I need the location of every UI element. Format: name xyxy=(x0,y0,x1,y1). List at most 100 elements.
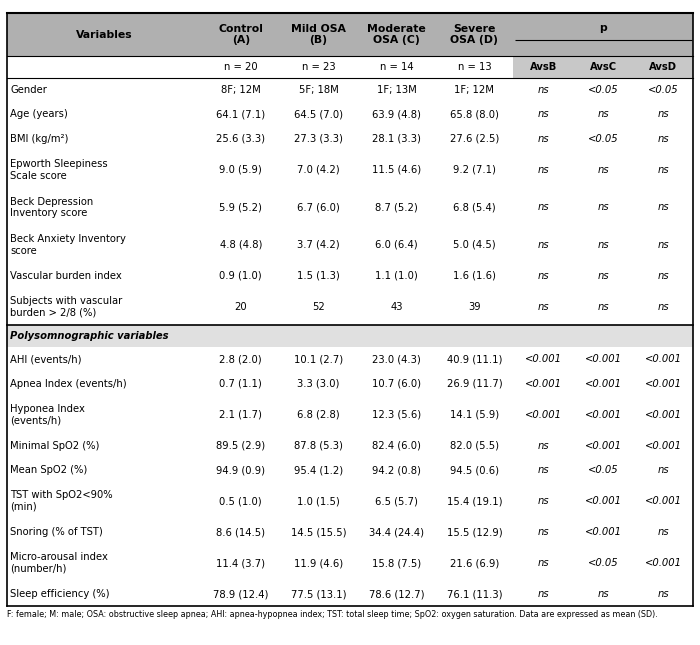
Text: 63.9 (4.8): 63.9 (4.8) xyxy=(372,110,421,119)
Text: 25.6 (3.3): 25.6 (3.3) xyxy=(216,134,265,144)
Text: 14.1 (5.9): 14.1 (5.9) xyxy=(450,410,499,420)
Text: 26.9 (11.7): 26.9 (11.7) xyxy=(447,379,502,389)
Text: 0.9 (1.0): 0.9 (1.0) xyxy=(219,271,262,281)
Text: <0.05: <0.05 xyxy=(588,558,619,568)
Bar xyxy=(7,188,693,226)
Text: 78.9 (12.4): 78.9 (12.4) xyxy=(213,589,268,599)
Text: 15.4 (19.1): 15.4 (19.1) xyxy=(447,496,502,506)
Text: n = 20: n = 20 xyxy=(224,62,258,72)
Text: Snoring (% of TST): Snoring (% of TST) xyxy=(10,527,104,537)
Text: 76.1 (11.3): 76.1 (11.3) xyxy=(447,589,502,599)
Bar xyxy=(7,264,693,288)
Text: Beck Depression
Inventory score: Beck Depression Inventory score xyxy=(10,197,94,218)
Text: ns: ns xyxy=(538,271,549,281)
Text: 52: 52 xyxy=(312,302,325,312)
Text: 5F; 18M: 5F; 18M xyxy=(299,85,339,95)
Text: 11.5 (4.6): 11.5 (4.6) xyxy=(372,165,421,175)
Text: 65.8 (8.0): 65.8 (8.0) xyxy=(450,110,499,119)
Bar xyxy=(7,396,693,433)
Bar xyxy=(7,458,693,482)
Text: ns: ns xyxy=(538,110,549,119)
Text: Micro-arousal index
(number/h): Micro-arousal index (number/h) xyxy=(10,552,109,574)
Text: <0.001: <0.001 xyxy=(645,410,682,420)
Text: <0.001: <0.001 xyxy=(525,410,562,420)
Text: 10.7 (6.0): 10.7 (6.0) xyxy=(372,379,421,389)
Text: ns: ns xyxy=(538,85,549,95)
Text: 28.1 (3.3): 28.1 (3.3) xyxy=(372,134,421,144)
Text: 6.8 (2.8): 6.8 (2.8) xyxy=(298,410,340,420)
Text: <0.001: <0.001 xyxy=(645,558,682,568)
Text: 9.0 (5.9): 9.0 (5.9) xyxy=(219,165,262,175)
Text: 0.7 (1.1): 0.7 (1.1) xyxy=(219,379,262,389)
Text: 6.5 (5.7): 6.5 (5.7) xyxy=(375,496,418,506)
Text: ns: ns xyxy=(597,203,609,212)
Text: Sleep efficiency (%): Sleep efficiency (%) xyxy=(10,589,110,599)
Text: Age (years): Age (years) xyxy=(10,110,69,119)
Text: Minimal SpO2 (%): Minimal SpO2 (%) xyxy=(10,441,100,451)
Text: 40.9 (11.1): 40.9 (11.1) xyxy=(447,354,502,364)
Bar xyxy=(513,56,693,77)
Text: ns: ns xyxy=(657,165,669,175)
Text: Moderate
OSA (C): Moderate OSA (C) xyxy=(368,24,426,45)
Text: 78.6 (12.7): 78.6 (12.7) xyxy=(369,589,424,599)
Text: n = 13: n = 13 xyxy=(458,62,491,72)
Text: 15.8 (7.5): 15.8 (7.5) xyxy=(372,558,421,568)
Text: 1.1 (1.0): 1.1 (1.0) xyxy=(375,271,418,281)
Text: ns: ns xyxy=(657,240,669,250)
Text: 21.6 (6.9): 21.6 (6.9) xyxy=(450,558,499,568)
Text: 82.4 (6.0): 82.4 (6.0) xyxy=(372,441,421,451)
Text: ns: ns xyxy=(657,271,669,281)
Text: Gender: Gender xyxy=(10,85,48,95)
Text: ns: ns xyxy=(657,134,669,144)
Text: 77.5 (13.1): 77.5 (13.1) xyxy=(291,589,346,599)
Text: 23.0 (4.3): 23.0 (4.3) xyxy=(372,354,421,364)
Text: p: p xyxy=(599,23,607,33)
Text: 3.3 (3.0): 3.3 (3.0) xyxy=(298,379,340,389)
Text: n = 23: n = 23 xyxy=(302,62,335,72)
Text: 6.0 (6.4): 6.0 (6.4) xyxy=(375,240,418,250)
Text: ns: ns xyxy=(657,589,669,599)
Text: 9.2 (7.1): 9.2 (7.1) xyxy=(453,165,496,175)
Text: 10.1 (2.7): 10.1 (2.7) xyxy=(294,354,343,364)
Text: BMI (kg/m²): BMI (kg/m²) xyxy=(10,134,69,144)
Bar xyxy=(7,13,693,56)
Text: AvsB: AvsB xyxy=(530,62,557,72)
Text: ns: ns xyxy=(538,527,549,537)
Text: 7.0 (4.2): 7.0 (4.2) xyxy=(298,165,340,175)
Text: Epworth Sleepiness
Scale score: Epworth Sleepiness Scale score xyxy=(10,159,108,181)
Text: ns: ns xyxy=(657,203,669,212)
Text: 8F; 12M: 8F; 12M xyxy=(220,85,260,95)
Text: ns: ns xyxy=(538,441,549,451)
Text: 87.8 (5.3): 87.8 (5.3) xyxy=(294,441,343,451)
Bar xyxy=(7,126,693,151)
Text: 34.4 (24.4): 34.4 (24.4) xyxy=(369,527,424,537)
Text: F: female; M: male; OSA: obstructive sleep apnea; AHI: apnea-hypopnea index; TST: F: female; M: male; OSA: obstructive sle… xyxy=(7,610,658,619)
Text: 94.2 (0.8): 94.2 (0.8) xyxy=(372,465,421,475)
Text: <0.001: <0.001 xyxy=(584,379,622,389)
Bar xyxy=(7,582,693,606)
Text: 27.3 (3.3): 27.3 (3.3) xyxy=(294,134,343,144)
Text: 95.4 (1.2): 95.4 (1.2) xyxy=(294,465,343,475)
Bar xyxy=(7,288,693,326)
Text: 39: 39 xyxy=(468,302,481,312)
Text: ns: ns xyxy=(538,465,549,475)
Text: <0.001: <0.001 xyxy=(584,527,622,537)
Bar xyxy=(7,102,693,126)
Bar xyxy=(7,326,693,347)
Text: Apnea Index (events/h): Apnea Index (events/h) xyxy=(10,379,127,389)
Text: AHI (events/h): AHI (events/h) xyxy=(10,354,82,364)
Text: 89.5 (2.9): 89.5 (2.9) xyxy=(216,441,265,451)
Text: <0.05: <0.05 xyxy=(648,85,678,95)
Text: ns: ns xyxy=(657,110,669,119)
Text: Mild OSA
(B): Mild OSA (B) xyxy=(291,24,346,45)
Text: <0.05: <0.05 xyxy=(588,465,619,475)
Text: ns: ns xyxy=(538,589,549,599)
Text: 1.5 (1.3): 1.5 (1.3) xyxy=(298,271,340,281)
Text: Polysomnographic variables: Polysomnographic variables xyxy=(10,332,169,341)
Text: 4.8 (4.8): 4.8 (4.8) xyxy=(220,240,262,250)
Bar xyxy=(7,520,693,544)
Bar xyxy=(7,482,693,520)
Text: Subjects with vascular
burden > 2/8 (%): Subjects with vascular burden > 2/8 (%) xyxy=(10,296,122,317)
Text: 1.0 (1.5): 1.0 (1.5) xyxy=(298,496,340,506)
Text: <0.001: <0.001 xyxy=(645,441,682,451)
